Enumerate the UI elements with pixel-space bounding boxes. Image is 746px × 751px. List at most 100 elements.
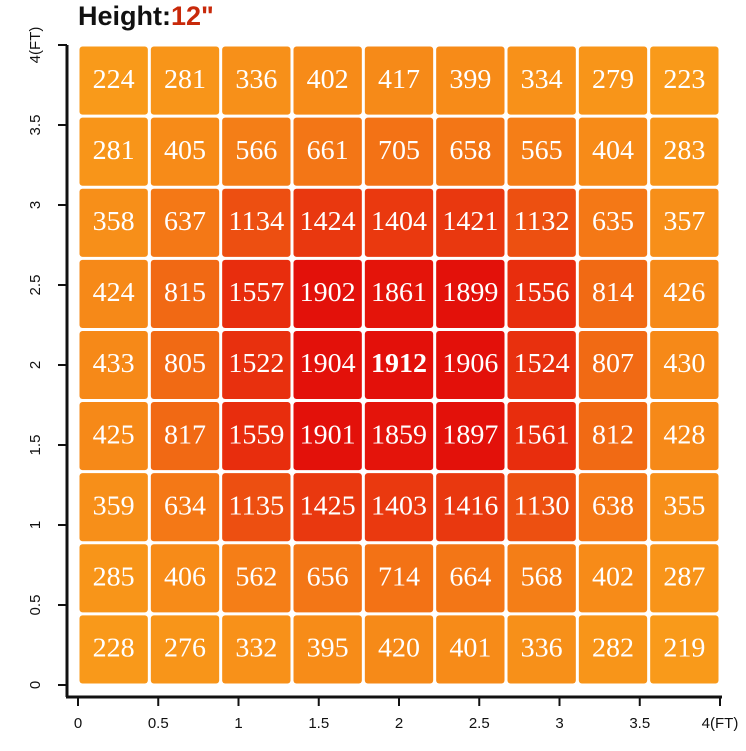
heat-cell xyxy=(578,544,648,613)
x-tick-label: 4(FT) xyxy=(702,715,739,732)
cell-label: 1859 xyxy=(371,419,427,449)
heat-cell xyxy=(293,615,362,684)
heat-cell xyxy=(507,544,576,613)
heat-cell xyxy=(79,188,148,257)
cell-label: 424 xyxy=(93,277,136,307)
heat-cell xyxy=(650,259,719,328)
cell-label: 358 xyxy=(93,206,135,236)
x-tick-label: 3 xyxy=(555,715,563,732)
heat-cell xyxy=(222,117,291,186)
heat-cell xyxy=(507,402,576,471)
cell-label: 405 xyxy=(164,135,206,165)
cell-label: 279 xyxy=(592,64,634,94)
heat-cell xyxy=(578,188,648,257)
heat-cell xyxy=(150,330,220,400)
heat-cell xyxy=(150,117,220,186)
y-tick-label: 3.5 xyxy=(27,115,44,136)
cell-label: 1403 xyxy=(371,490,427,520)
cell-label: 433 xyxy=(93,348,135,378)
cell-label: 635 xyxy=(592,206,634,236)
heat-cell xyxy=(364,117,434,186)
x-tick-label: 1 xyxy=(234,715,242,732)
heat-cell xyxy=(650,402,719,471)
cell-label: 638 xyxy=(592,490,634,520)
cell-label: 658 xyxy=(449,135,491,165)
cell-label: 634 xyxy=(164,490,207,520)
heat-cell xyxy=(79,117,148,186)
cell-label: 285 xyxy=(93,562,135,592)
title-value: 12" xyxy=(171,1,214,31)
heat-cell xyxy=(222,46,291,115)
heat-cell xyxy=(150,615,220,684)
cell-label: 1557 xyxy=(228,277,284,307)
heat-cell xyxy=(293,117,362,186)
heat-cell xyxy=(578,473,648,542)
cell-label: 420 xyxy=(378,633,420,663)
cell-label: 565 xyxy=(521,135,563,165)
cell-label: 1906 xyxy=(442,348,498,378)
heat-cell xyxy=(364,188,434,257)
heat-cell xyxy=(364,544,434,613)
heat-cell xyxy=(150,46,220,115)
cell-label: 568 xyxy=(521,562,563,592)
cell-label: 334 xyxy=(521,64,564,94)
cell-label: 430 xyxy=(663,348,705,378)
heat-cell xyxy=(364,402,434,471)
cell-label: 1902 xyxy=(300,277,356,307)
heat-cell xyxy=(222,615,291,684)
heat-cell xyxy=(364,259,434,328)
cell-label: 1130 xyxy=(514,490,570,520)
heat-cell xyxy=(578,117,648,186)
cell-label: 426 xyxy=(663,277,705,307)
heat-cell xyxy=(364,46,434,115)
heat-cell xyxy=(293,473,362,542)
heat-cell xyxy=(436,330,505,400)
y-tick-label: 0 xyxy=(27,681,44,689)
x-tick-label: 0.5 xyxy=(148,715,169,732)
heat-cell xyxy=(578,615,648,684)
cell-label: 714 xyxy=(378,562,421,592)
heat-cell xyxy=(436,259,505,328)
cell-label: 332 xyxy=(235,633,277,663)
heat-cell xyxy=(79,615,148,684)
cell-label: 661 xyxy=(307,135,349,165)
chart-title: Height:12" xyxy=(78,1,214,31)
cell-label: 1561 xyxy=(514,419,570,449)
cell-label: 281 xyxy=(164,64,206,94)
heat-cell xyxy=(436,615,505,684)
x-tick-label: 2.5 xyxy=(469,715,490,732)
cell-label: 281 xyxy=(93,135,135,165)
cell-label: 814 xyxy=(592,277,635,307)
heat-cell xyxy=(150,544,220,613)
heat-cell xyxy=(79,46,148,115)
cell-label: 1912 xyxy=(371,348,427,378)
cell-label: 287 xyxy=(663,562,705,592)
cell-label: 401 xyxy=(449,633,491,663)
cell-label: 1904 xyxy=(300,348,357,378)
cell-label: 562 xyxy=(235,562,277,592)
heat-cell xyxy=(436,544,505,613)
heat-cell xyxy=(507,330,576,400)
heat-cell xyxy=(436,46,505,115)
x-tick-label: 0 xyxy=(74,715,82,732)
cell-label: 219 xyxy=(663,633,705,663)
cell-label: 1134 xyxy=(228,206,285,236)
cell-label: 336 xyxy=(235,64,277,94)
cell-label: 1861 xyxy=(371,277,427,307)
cell-label: 1524 xyxy=(514,348,571,378)
heat-cell xyxy=(222,473,291,542)
cell-label: 399 xyxy=(449,64,491,94)
heat-cell xyxy=(293,402,362,471)
cell-label: 417 xyxy=(378,64,420,94)
heat-cell xyxy=(650,188,719,257)
heat-cell xyxy=(222,188,291,257)
cell-label: 276 xyxy=(164,633,206,663)
y-tick-label: 4(FT) xyxy=(27,27,44,64)
heat-cell xyxy=(650,544,719,613)
x-tick-label: 2 xyxy=(395,715,403,732)
heat-cell xyxy=(436,188,505,257)
heat-cell xyxy=(79,259,148,328)
heat-cell xyxy=(578,46,648,115)
cell-label: 1425 xyxy=(300,490,356,520)
